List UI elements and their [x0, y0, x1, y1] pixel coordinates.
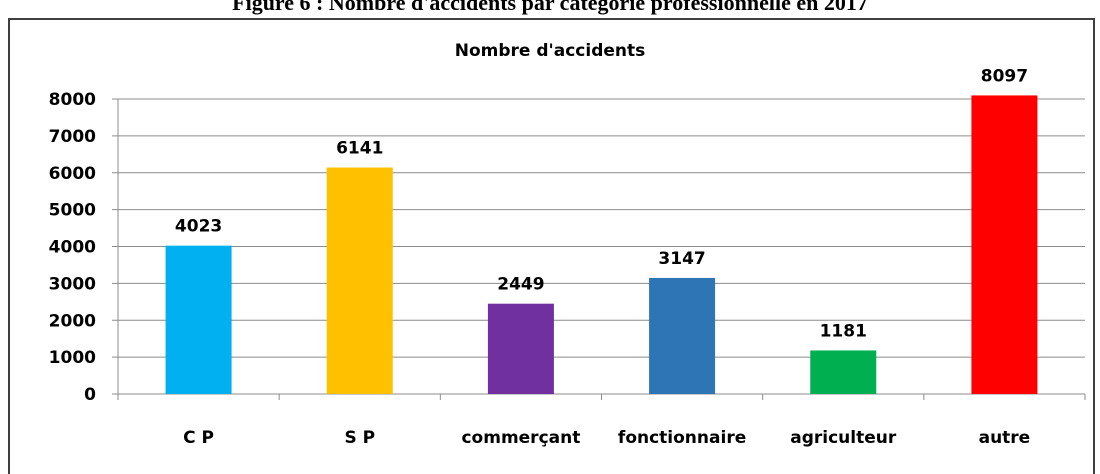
bar [326, 167, 393, 394]
data-label: 1181 [820, 321, 867, 341]
data-label: 3147 [658, 249, 705, 269]
x-tick-label: fonctionnaire [618, 428, 746, 448]
y-tick-label: 7000 [49, 127, 96, 147]
x-tick-label: agriculteur [790, 428, 897, 448]
y-tick-label: 5000 [49, 201, 96, 221]
y-tick-label: 0 [84, 385, 96, 405]
bar [810, 350, 877, 394]
x-tick-label: autre [979, 428, 1031, 448]
y-tick-label: 2000 [49, 311, 96, 331]
bar [165, 245, 232, 394]
data-label: 6141 [336, 139, 383, 159]
bar [971, 95, 1038, 394]
data-label: 8097 [981, 66, 1028, 86]
data-label: 2449 [497, 275, 544, 295]
y-tick-label: 8000 [49, 90, 96, 110]
x-tick-label: commerçant [461, 428, 580, 448]
y-tick-label: 4000 [49, 238, 96, 258]
x-tick-label: S P [344, 428, 375, 448]
y-tick-label: 6000 [49, 164, 96, 184]
data-label: 4023 [175, 217, 222, 237]
figure-caption: Figure 6 : Nombre d'accidents par catégo… [232, 0, 868, 15]
bar [649, 277, 716, 394]
bar [487, 303, 554, 394]
x-tick-label: C P [183, 428, 214, 448]
chart-title: Nombre d'accidents [455, 41, 646, 61]
y-tick-label: 3000 [49, 274, 96, 294]
y-tick-label: 1000 [49, 348, 96, 368]
